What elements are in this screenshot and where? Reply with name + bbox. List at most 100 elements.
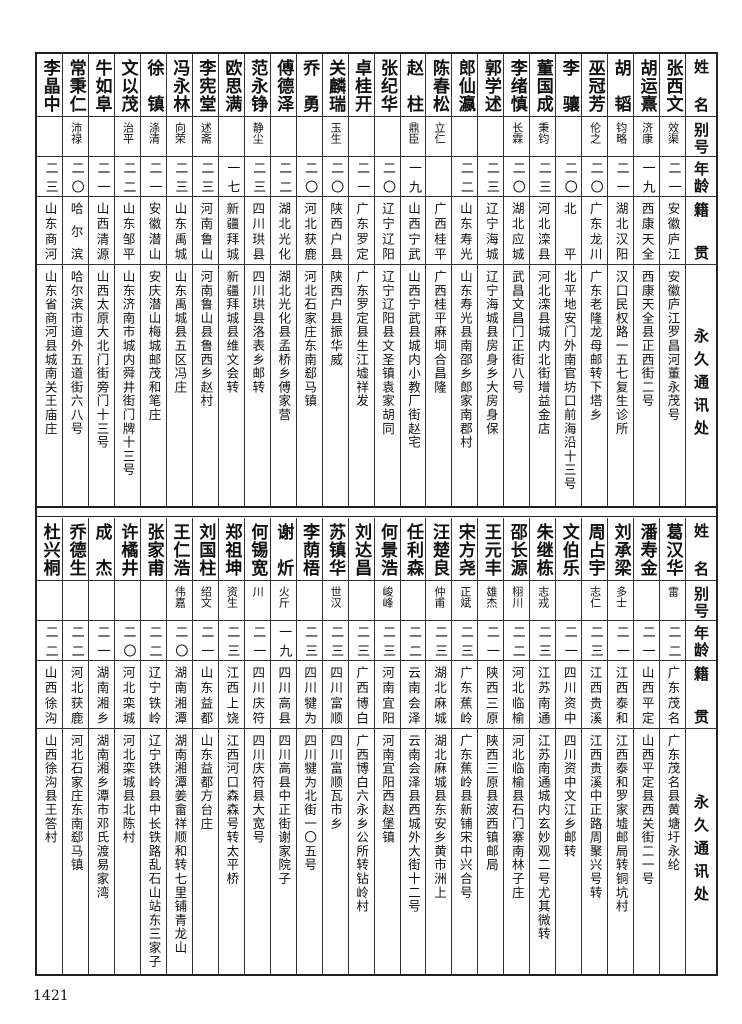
- age-cell: 二三: [166, 157, 192, 197]
- permanent-address-text: 武昌文昌门正街八号: [509, 270, 525, 395]
- permanent-address-cell: 湖南湘潭姜畲祥顺和转七里铺青龙山: [167, 729, 192, 974]
- age-text: 二一: [146, 161, 162, 193]
- alias-cell: [89, 117, 115, 157]
- native-place-cell: 山东禹城: [166, 197, 192, 265]
- name-cell: 李宪堂: [192, 54, 218, 117]
- permanent-address-cell: 山东省商河县城南关王庙庄: [37, 265, 62, 506]
- native-place-cell: 广东茂名: [660, 661, 685, 729]
- native-place-cell: 湖南湘乡: [89, 661, 115, 729]
- person-column: 李宪堂 述斋 二三 河南鲁山 河南鲁山县鲁西乡赵村: [191, 54, 218, 506]
- native-place-cell: 西康天全: [634, 197, 660, 265]
- alias-text: 多士: [614, 586, 628, 608]
- name-cell: 何锡宽: [244, 518, 270, 581]
- age-text: 二三: [302, 625, 318, 657]
- name-cell: 邵长源: [504, 518, 530, 581]
- alias-text: 伟嘉: [173, 586, 187, 608]
- native-place-text: 湖北光化: [276, 202, 292, 260]
- name-text: 王仁浩: [169, 523, 190, 576]
- header-name-cell: 姓名: [686, 518, 716, 581]
- alias-cell: [374, 117, 400, 157]
- header-permanent-address-cell: 永久通讯处: [686, 729, 716, 974]
- native-place-text: 辽宁辽阳: [380, 202, 396, 260]
- person-column: 李绪慎 长霖 二〇 湖北应城 武昌文昌门正街八号: [503, 54, 530, 506]
- permanent-address-text: 辽宁铁岭县中长铁路乱石山站东三家子: [146, 734, 162, 969]
- alias-text: 雄杰: [484, 586, 498, 608]
- name-text: 刘达昌: [351, 523, 372, 576]
- permanent-address-text: 河南宜阳西赵堡镇: [380, 734, 396, 845]
- permanent-address-text: 四川资中文江乡邮转: [561, 734, 577, 859]
- person-column: 葛汉华雷二二 广东茂名 广东茂名县黄塘圩永纶: [659, 518, 685, 974]
- person-column: 张纪华 二〇 辽宁辽阳 辽宁辽阳县文圣镇袁家胡同: [373, 54, 400, 506]
- person-column: 周占宇 志仁 二三 江西贵溪 江西贵溪中正路周聚兴号转: [581, 518, 608, 974]
- native-place-cell: 河北临榆: [504, 661, 530, 729]
- name-text: 文伯乐: [558, 523, 579, 576]
- page-number: 1421: [33, 988, 69, 1004]
- permanent-address-text: 山西太原大北门街旁门十三号: [94, 270, 110, 450]
- native-place-cell: 安徽潜山: [140, 197, 166, 265]
- alias-cell: 长霖: [504, 117, 530, 157]
- permanent-address-cell: 山西宁武县城内小教厂街赵宅: [401, 265, 426, 506]
- alias-text: 栩川: [510, 586, 524, 608]
- name-text: 郑祖坤: [221, 523, 242, 576]
- permanent-address-text: 哈尔滨市道外五道街六八号: [68, 270, 84, 436]
- permanent-address-cell: 广东老隆龙母邮转下塔乡: [582, 265, 607, 506]
- native-place-cell: 辽宁辽阳: [374, 197, 400, 265]
- name-cell: 李绪慎: [504, 54, 530, 117]
- age-text: 一七: [224, 161, 240, 193]
- age-cell: 二一: [660, 157, 685, 197]
- permanent-address-cell: 山东益都方台庄: [193, 729, 218, 974]
- person-column: 陈春松 立仁 广西桂平 广西桂平麻垌合昌隆: [425, 54, 452, 506]
- permanent-address-text: 汉口民权路一五七复生诊所: [613, 270, 629, 436]
- name-cell: 成杰: [89, 518, 115, 581]
- name-cell: 周占宇: [582, 518, 608, 581]
- native-place-text: 广东茂名: [665, 666, 681, 724]
- permanent-address-text: 辽宁辽阳县文圣镇袁家胡同: [380, 270, 396, 436]
- name-text: 成杰: [91, 523, 112, 576]
- roster-table-top: 姓名 别号 年龄 籍贯 永久通讯处 张西文 效渠 二一 安徽庐江 安徽庐江罗昌河董永茂号 胡运熹 济康…: [35, 52, 718, 508]
- permanent-address-text: 河北石家庄东南郄马镇: [68, 734, 84, 872]
- native-place-text: 河南鲁山: [198, 202, 214, 260]
- permanent-address-cell: 河南宜阳西赵堡镇: [375, 729, 400, 974]
- age-text: 二二: [42, 625, 58, 657]
- native-place-text: 河北临榆: [509, 666, 525, 724]
- name-text: 卓桂开: [351, 59, 372, 112]
- permanent-address-cell: 山西平定县西关街二一号: [634, 729, 659, 974]
- permanent-address-cell: 江苏南通城内玄妙观二号尤其微转: [530, 729, 555, 974]
- age-cell: 二三: [374, 621, 400, 661]
- native-place-cell: 江西泰和: [608, 661, 634, 729]
- name-cell: 巫冠芳: [582, 54, 608, 117]
- permanent-address-cell: 新疆拜城县维文会转: [219, 265, 244, 506]
- native-place-cell: 湖北光化: [270, 197, 296, 265]
- permanent-address-cell: 湖北光化县孟桥乡傅家营: [271, 265, 296, 506]
- age-text: 二三: [354, 625, 370, 657]
- header-column: 姓名 别号 年龄 籍贯 永久通讯处: [685, 518, 716, 974]
- person-column: 关麟瑞 玉生 二〇 陕西户县 陕西户县振华威: [321, 54, 348, 506]
- permanent-address-cell: 云南会泽县西城外大街十二号: [401, 729, 426, 974]
- person-column: 牛如阜 二一 山西清源 山西太原大北门街旁门十三号: [88, 54, 115, 506]
- permanent-address-text: 山东济南市城内舜井街门牌十三号: [120, 270, 136, 477]
- person-column: 文伯乐 二一 四川资中 四川资中文江乡邮转: [555, 518, 582, 974]
- permanent-address-text: 河北滦县城内北街增益金店: [535, 270, 551, 436]
- native-place-text: 湖南湘乡: [94, 666, 110, 724]
- person-column: 胡韬 钧略 二一 湖北汉阳 汉口民权路一五七复生诊所: [607, 54, 634, 506]
- name-cell: 李晶中: [37, 54, 63, 117]
- permanent-address-text: 江西河口森森号转太平桥: [224, 734, 240, 886]
- alias-cell: 多士: [608, 581, 634, 621]
- permanent-address-text: 云南会泽县西城外大街十二号: [405, 734, 421, 914]
- alias-cell: [63, 581, 89, 621]
- alias-cell: 雷: [660, 581, 685, 621]
- permanent-address-cell: 湖北麻城县东安乡黄市洲上: [426, 729, 451, 974]
- age-cell: 二三: [244, 157, 270, 197]
- alias-cell: 向荣: [166, 117, 192, 157]
- age-text: 二一: [94, 625, 110, 657]
- native-place-text: 安徽庐江: [665, 202, 681, 260]
- person-column: 乔勇 二〇 河北获鹿 河北石家庄东南郄马镇: [295, 54, 322, 506]
- alias-cell: 火斤: [270, 581, 296, 621]
- roster-table-bottom: 姓名 别号 年龄 籍贯 永久通讯处 葛汉华雷二二 广东茂名 广东茂名县黄塘圩永纶 潘寿金 二一 山西…: [35, 506, 718, 976]
- native-place-cell: 四川富顺: [322, 661, 348, 729]
- person-column: 胡运熹 济康 一九 西康天全 西康天全县正西街二号: [633, 54, 660, 506]
- name-text: 常秉仁: [65, 59, 86, 112]
- header-permanent-address-cell: 永久通讯处: [686, 265, 716, 506]
- person-column: 许橘井 二〇 河北栾城 河北栾城县北陈村: [114, 518, 140, 974]
- native-place-text: 河北栾城: [120, 666, 136, 724]
